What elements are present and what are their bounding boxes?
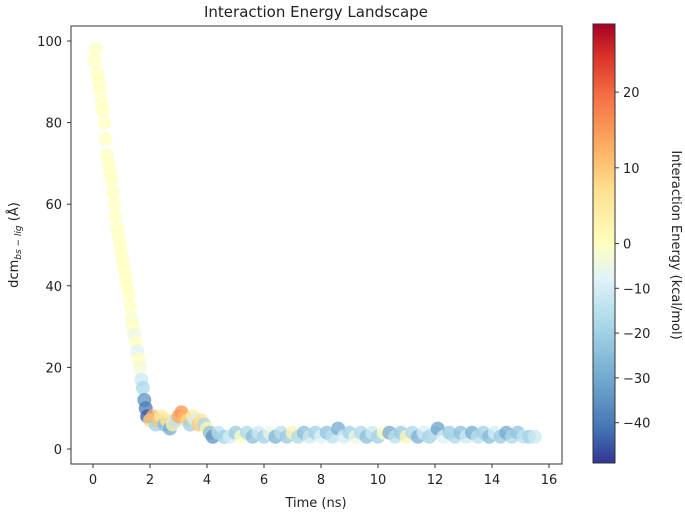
x-tick-label: 0 <box>89 473 97 488</box>
colorbar-tick-label: −10 <box>623 282 650 297</box>
data-point <box>135 380 150 395</box>
y-tick-label: 40 <box>45 280 62 295</box>
y-tick-label: 80 <box>45 117 62 132</box>
data-point <box>106 185 120 199</box>
data-point <box>88 42 103 57</box>
data-point <box>123 299 138 314</box>
x-tick-label: 10 <box>370 473 387 488</box>
data-point <box>121 287 136 301</box>
y-axis-ticks: 0 20 40 60 80 100 <box>37 35 71 458</box>
x-tick-label: 6 <box>260 473 268 488</box>
y-tick-label: 60 <box>45 198 62 213</box>
colorbar-tick-label: −40 <box>623 417 650 432</box>
x-tick-label: 2 <box>146 473 154 488</box>
data-point <box>104 172 119 187</box>
colorbar-tick-label: −20 <box>623 327 650 342</box>
x-tick-label: 4 <box>203 473 211 488</box>
data-point <box>527 429 542 444</box>
data-point <box>108 209 123 224</box>
x-tick-label: 16 <box>541 473 558 488</box>
y-tick-label: 100 <box>37 35 62 50</box>
x-axis-ticks: 0 2 4 6 8 10 12 14 16 <box>89 464 557 488</box>
y-axis-label: dcmbs − lig (Å) <box>6 202 24 288</box>
colorbar-tick-label: 20 <box>623 86 640 101</box>
x-tick-label: 8 <box>317 473 325 488</box>
plot-frame <box>70 25 563 465</box>
chart-title: Interaction Energy Landscape <box>204 3 428 21</box>
data-point <box>87 54 102 69</box>
data-point <box>93 83 108 97</box>
colorbar-ticks: 20 10 0 −10 −20 −30 −40 <box>615 86 650 432</box>
colorbar-tick-label: 10 <box>623 162 640 177</box>
data-point <box>98 131 113 146</box>
y-tick-label: 20 <box>45 361 62 376</box>
data-point <box>97 115 112 130</box>
colorbar-label: Interaction Energy (kcal/mol) <box>668 150 683 339</box>
y-tick-label: 0 <box>54 443 62 458</box>
x-tick-label: 12 <box>427 473 444 488</box>
colorbar <box>592 23 616 464</box>
data-point <box>96 103 110 118</box>
scatter-points <box>87 42 542 444</box>
colorbar-tick-label: 0 <box>623 238 631 253</box>
data-point <box>107 197 122 212</box>
x-tick-label: 14 <box>484 473 501 488</box>
x-axis-label: Time (ns) <box>284 496 346 511</box>
colorbar-tick-label: −30 <box>623 372 650 387</box>
data-point <box>133 360 147 375</box>
